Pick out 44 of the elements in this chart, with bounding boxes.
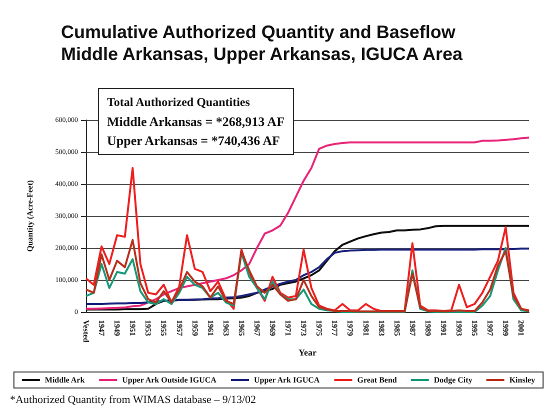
x-tick-label: 1985 [392,320,402,336]
legend-label: Upper Ark Outside IGUCA [122,376,217,384]
x-tick-label: 1991 [439,320,448,336]
x-tick-label: 1955 [159,320,168,336]
x-tick-label: 1953 [144,320,153,336]
line-series [85,224,530,310]
x-tick-label: 1963 [221,320,230,336]
x-tick-label: 1973 [299,320,308,336]
annotation: Upper Arkansas = *740,436 AF [107,132,281,150]
annotation: Middle Arkansas = *268,913 AF [107,113,285,131]
x-tick-label: 1989 [423,320,432,336]
x-axis-title: Year [298,348,316,358]
x-tick-label: 1965 [236,320,246,336]
line-series [85,136,530,310]
x-tick-label: Vested [82,320,90,343]
x-tick-label: 1987 [408,320,417,336]
x-tick-label: 1997 [486,320,495,336]
x-tick-label: 2001 [516,320,526,336]
legend-label: Kinsley [509,376,536,384]
x-tick-label: 1981 [361,320,370,336]
legend-label: Middle Ark [44,376,86,384]
x-tick-label: 1977 [330,320,340,336]
x-tick-label: 1969 [268,320,278,336]
legend-label: Dodge City [434,376,472,384]
x-tick-label: 1951 [128,320,138,336]
x-tick-label: 1995 [470,320,480,336]
chart-title: Cumulative Authorized Quantity and Baseflow Middle Arkansas, Upper Arkansas, IGUCA Area [61,22,464,64]
x-tick-label: 1957 [174,320,184,336]
x-tick-label: 1959 [190,320,200,336]
x-tick-label: 1975 [314,320,324,336]
x-tick-label: 1999 [501,320,510,336]
y-axis-title: Quantity (Acre-Feet) [26,180,34,252]
x-tick-label: 1947 [97,320,106,336]
x-tick-label: 1967 [252,320,262,336]
legend-label: Great Bend [357,376,398,384]
x-tick-label: 1949 [112,320,122,336]
legend-label: Upper Ark IGUCA [254,376,320,384]
text: Total Authorized Quantities [107,94,251,111]
text: *Authorized Quantity from WIMAS database – 9/13/02 [10,394,256,406]
x-tick-label: 1979 [346,320,355,336]
x-tick-label: 1961 [206,320,215,336]
x-tick-label: 1971 [284,320,293,336]
x-tick-label: 1983 [376,320,386,336]
x-tick-label: 1993 [454,320,464,336]
